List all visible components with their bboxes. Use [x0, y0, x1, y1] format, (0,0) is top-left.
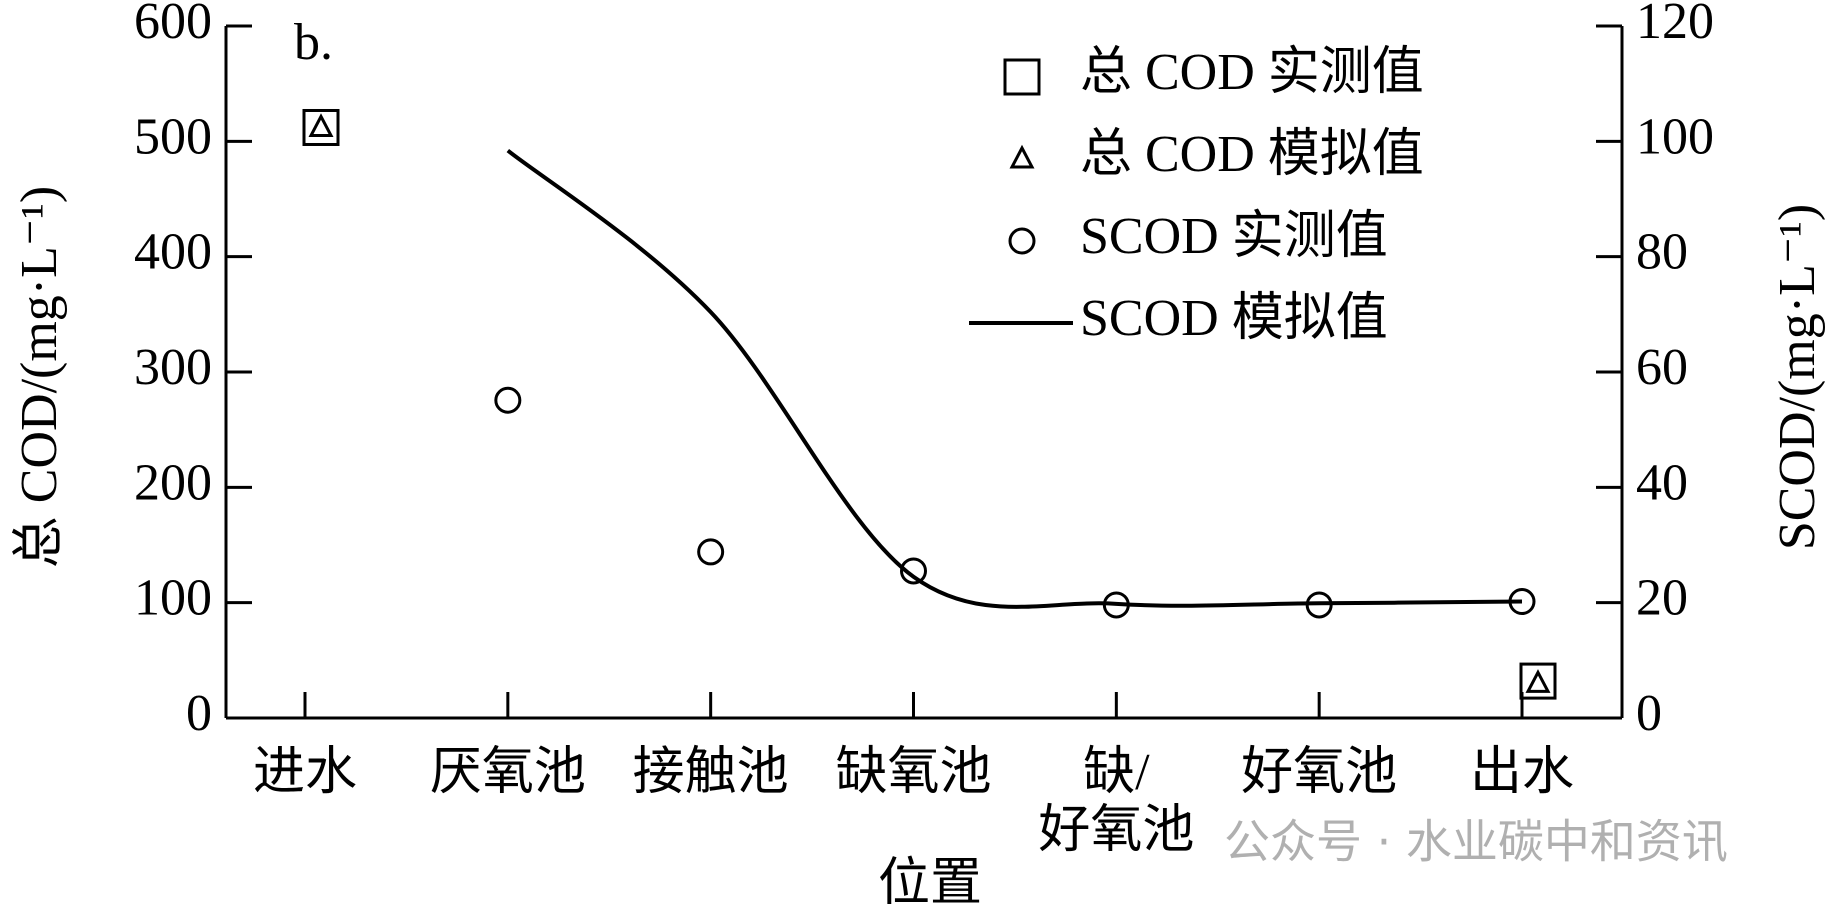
x-tick-label: 接触池 [632, 744, 789, 801]
data-point [1525, 669, 1551, 693]
y2-tick-label: 80 [1636, 224, 1688, 281]
y2-tick-label: 20 [1636, 570, 1688, 627]
data-point [308, 113, 334, 137]
y2-tick-label: 120 [1636, 0, 1714, 50]
x-tick-label: 出水 [1469, 744, 1574, 801]
x-tick-label: 厌氧池 [429, 744, 586, 801]
data-point [900, 557, 927, 585]
y2-axis-label: SCOD/(mg·L⁻¹) [1769, 204, 1826, 550]
y-tick-label: 100 [134, 570, 212, 627]
legend-marker [1003, 58, 1041, 96]
data-point [302, 108, 340, 146]
legend-label: SCOD 实测值 [1080, 208, 1388, 265]
x-axis-label: 位置 [878, 855, 982, 912]
y-axis-label: 总 COD/(mg·L⁻¹) [11, 186, 68, 568]
legend-label: 总 COD 模拟值 [1080, 126, 1424, 183]
legend-marker [1008, 227, 1036, 255]
data-point [1519, 662, 1557, 700]
y2-tick-label: 40 [1636, 454, 1688, 511]
series-line [506, 148, 1523, 609]
y2-tick-label: 60 [1636, 339, 1688, 396]
data-point [697, 538, 725, 566]
x-tick-label: 缺氧池 [835, 744, 992, 801]
y-tick-label: 500 [134, 108, 212, 165]
x-tick-label: 缺/ 好氧池 [1038, 744, 1195, 859]
legend-marker [1009, 144, 1035, 169]
x-tick-label: 好氧池 [1241, 744, 1398, 801]
y-tick-label: 600 [134, 0, 212, 50]
y2-tick-label: 100 [1636, 108, 1714, 165]
y-tick-label: 0 [186, 685, 212, 742]
x-tick-label: 进水 [252, 744, 357, 801]
y2-tick-label: 0 [1636, 685, 1662, 742]
y-tick-label: 200 [134, 454, 212, 511]
watermark: 公众号 · 水业碳中和资讯 [1224, 815, 1728, 869]
annotation: b. [294, 14, 333, 71]
y-tick-label: 400 [134, 224, 212, 281]
y-tick-label: 300 [134, 339, 212, 396]
data-point [494, 386, 522, 414]
legend-label: 总 COD 实测值 [1080, 44, 1424, 101]
legend-label: SCOD 模拟值 [1080, 290, 1388, 347]
